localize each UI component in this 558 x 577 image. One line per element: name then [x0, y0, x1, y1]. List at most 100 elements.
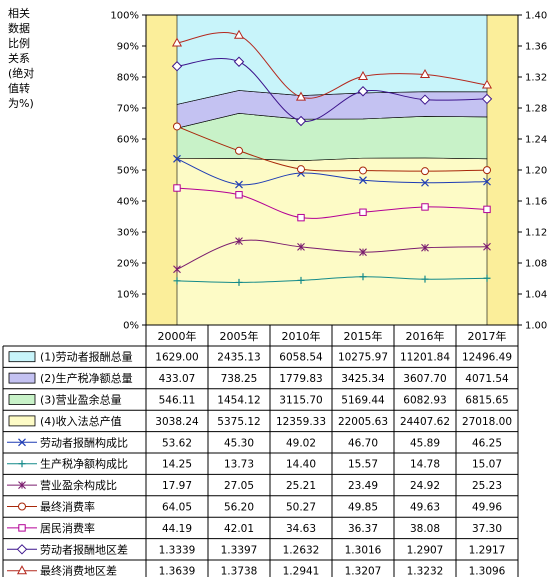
point-marker: [235, 278, 243, 286]
left-side-column: [146, 15, 177, 325]
point-marker: [421, 275, 429, 283]
point-marker: [421, 203, 429, 211]
circle-mark: [297, 165, 305, 174]
right-tick-label: 1.16: [525, 197, 547, 208]
square-mark: [421, 203, 429, 211]
table-row-label: (3)营业盈余总量: [40, 393, 122, 407]
series-line: [176, 239, 488, 270]
left-tick-label: 30%: [117, 228, 139, 239]
table-cell: 1.3207: [345, 566, 382, 577]
band-2: [176, 113, 488, 161]
table-cell: 1.2941: [283, 566, 320, 577]
legend-swatch: [8, 394, 36, 405]
series-5: [171, 56, 493, 127]
series-2: [173, 237, 491, 274]
table-cell: 5375.12: [217, 416, 260, 428]
point-marker: [359, 273, 367, 281]
point-marker: [483, 205, 491, 214]
star-mark: [483, 242, 491, 251]
table-cell: 738.25: [221, 373, 258, 385]
table-cell: 14.25: [162, 459, 192, 471]
left-tick-label: 40%: [117, 197, 139, 208]
circle-mark: [173, 122, 181, 131]
table-cell: 12359.33: [276, 416, 326, 428]
diamond-mark: [233, 56, 245, 67]
table-row: (4)收入法总产值 3038.24 5375.12 12359.33 22005.63 2…: [8, 414, 512, 428]
series-6: [171, 29, 493, 101]
table-cell: 23.49: [348, 480, 378, 492]
point-marker: [18, 438, 26, 447]
point-marker: [297, 242, 305, 251]
point-marker: [18, 481, 26, 489]
table-cell: 3115.70: [279, 395, 322, 407]
diamond-mark: [357, 86, 369, 97]
right-tick-label: 1.12: [525, 228, 547, 239]
point-marker: [483, 242, 491, 251]
square-mark: [359, 208, 367, 216]
table-cell: 1.3738: [221, 566, 258, 577]
legend-swatch: [8, 351, 36, 363]
table-cell: 1629.00: [155, 352, 198, 364]
diamond-mark: [295, 115, 307, 127]
table-cell: 56.20: [224, 502, 254, 514]
table-cell: 3425.34: [341, 373, 385, 385]
point-marker: [483, 274, 491, 282]
table-cell: 46.70: [348, 437, 378, 449]
table-header-cell: 2017年: [468, 329, 507, 343]
point-marker: [235, 237, 243, 246]
table-cell: 38.08: [410, 523, 440, 535]
table-header-cell: 2005年: [220, 329, 259, 343]
series-line: [176, 158, 488, 186]
point-marker: [359, 248, 367, 257]
table-cell: 45.89: [410, 437, 440, 449]
point-marker: [173, 265, 181, 274]
square-mark: [483, 205, 491, 214]
right-tick-label: 1.32: [525, 73, 547, 84]
point-marker: [18, 502, 26, 511]
series-4: [173, 184, 491, 222]
table-cell: 6058.54: [279, 352, 323, 364]
table-cell: 1.3096: [469, 566, 506, 577]
table-row: 居民消费率 44.19 42.01 34.63 36.37 38.08 37.30: [7, 521, 502, 535]
point-marker: [233, 56, 245, 67]
point-marker: [481, 79, 493, 89]
table-row: 劳动者报酬地区差 1.3339 1.3397 1.2632 1.3016 1.2907 1.…: [7, 542, 505, 556]
plus-mark: [359, 273, 367, 281]
left-tick-label: 70%: [117, 104, 139, 115]
table-cell: 1.3339: [159, 544, 196, 556]
table-cell: 1454.12: [217, 395, 260, 407]
table-cell: 5169.44: [341, 395, 385, 407]
star-mark: [359, 248, 367, 257]
table-cell: 24.92: [410, 480, 440, 492]
triangle-mark: [357, 70, 369, 80]
table-row-label: (4)收入法总产值: [40, 414, 122, 428]
table-row: (1)劳动者报酬总量 1629.00 2435.13 6058.54 10275.97 1…: [8, 350, 512, 364]
point-marker: [295, 115, 307, 127]
plus-mark: [18, 460, 26, 468]
x-mark: [18, 438, 26, 447]
point-marker: [235, 191, 243, 199]
table-row: 营业盈余构成比 17.97 27.05 25.21 23.49 24.92 25.23: [7, 478, 502, 492]
table-cell: 14.40: [286, 459, 316, 471]
point-marker: [359, 176, 367, 185]
table-cell: 3038.24: [155, 416, 199, 428]
x-mark: [359, 176, 367, 185]
table-row-label: (2)生产税净额总量: [40, 371, 133, 385]
diamond-mark: [171, 61, 183, 72]
series-line: [176, 187, 488, 219]
diamond-mark: [419, 94, 431, 105]
table-cell: 24407.62: [400, 416, 450, 428]
star-mark: [235, 237, 243, 246]
point-marker: [173, 122, 181, 131]
left-tick-label: 0%: [123, 321, 139, 332]
table-cell: 2435.13: [217, 352, 260, 364]
table-cell: 6082.93: [403, 395, 446, 407]
series-1: [173, 273, 491, 286]
point-marker: [18, 460, 26, 468]
right-tick-label: 1.40: [525, 11, 547, 22]
point-marker: [421, 243, 429, 252]
point-marker: [173, 277, 181, 285]
point-marker: [297, 276, 305, 284]
point-marker: [235, 180, 243, 189]
point-marker: [297, 213, 305, 222]
